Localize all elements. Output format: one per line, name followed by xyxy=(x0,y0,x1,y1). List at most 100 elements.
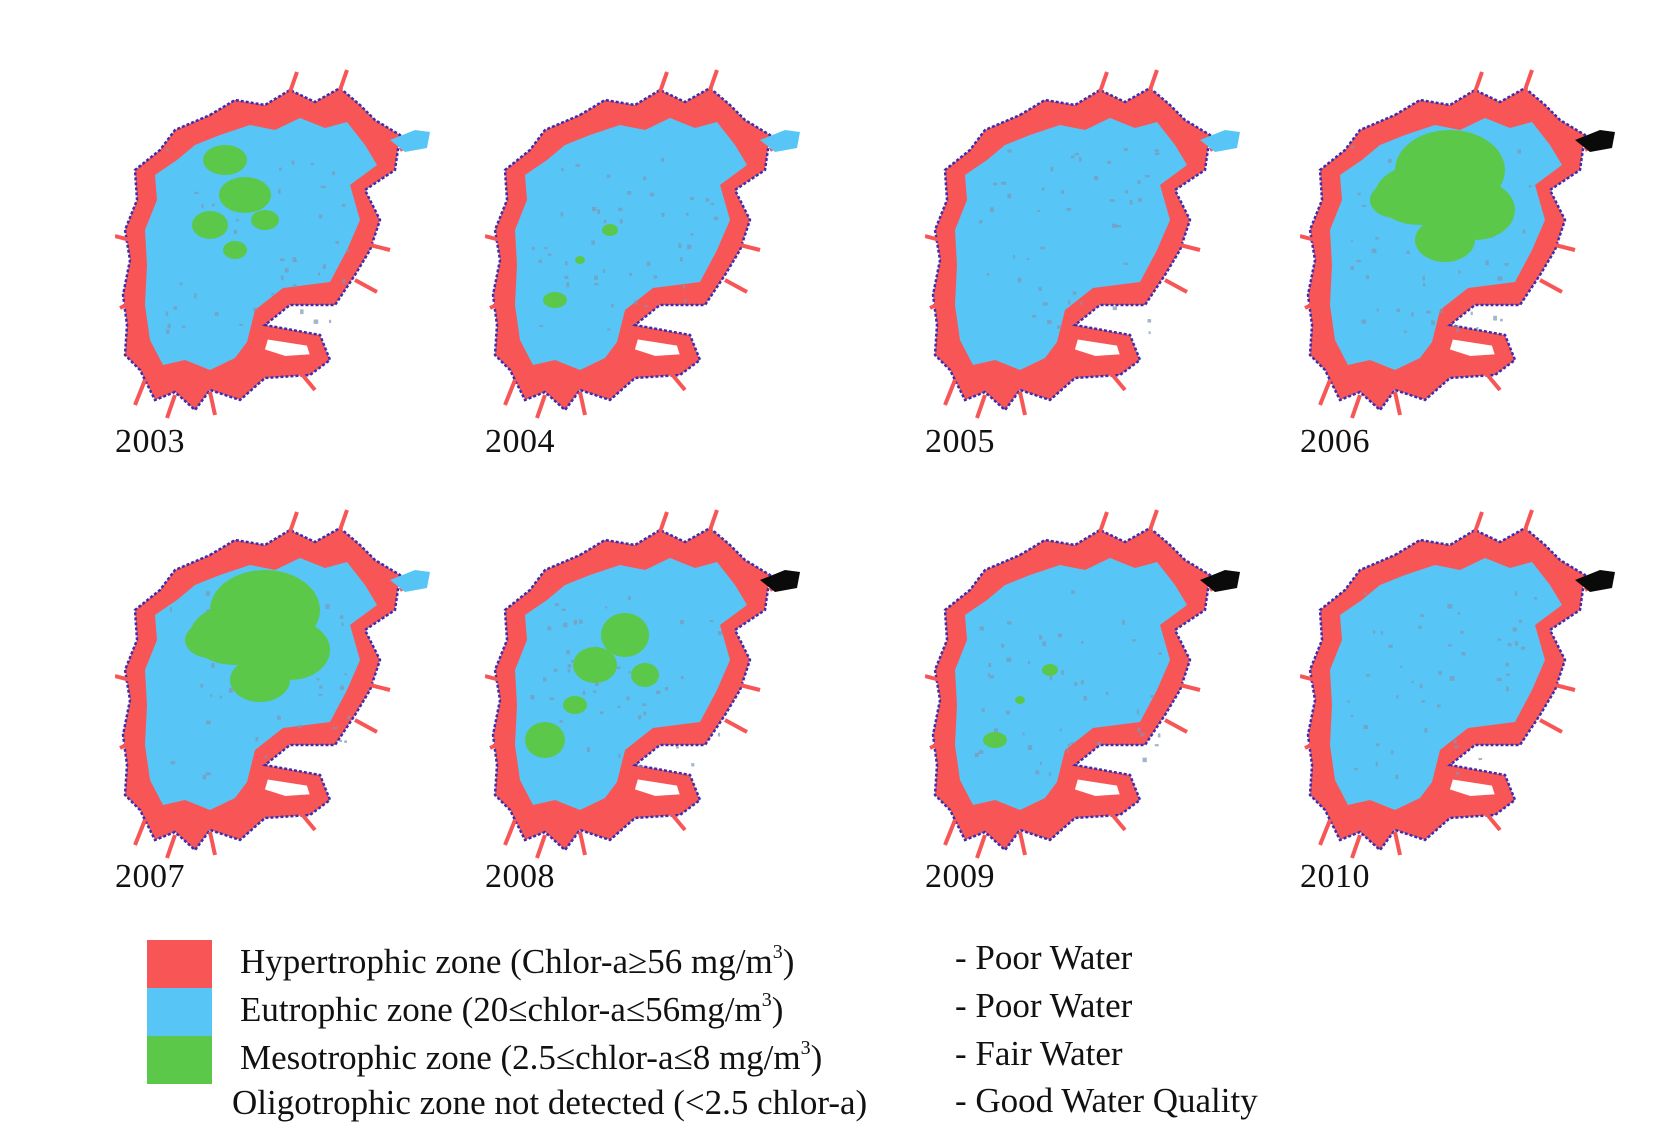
lake-map-svg xyxy=(485,509,800,859)
speckle xyxy=(679,620,684,625)
speckle xyxy=(628,671,631,674)
speckle xyxy=(310,163,315,166)
tributary xyxy=(925,234,941,242)
speckle xyxy=(318,272,321,276)
tributary xyxy=(925,674,941,682)
speckle xyxy=(1057,633,1063,638)
speckle xyxy=(1376,743,1380,747)
speckle xyxy=(233,229,237,235)
tributary xyxy=(929,738,948,750)
tributary xyxy=(1164,278,1188,294)
eutrophic-zone xyxy=(1330,558,1562,810)
tributary xyxy=(354,718,378,734)
speckle xyxy=(200,683,204,688)
speckle xyxy=(166,329,170,334)
tributary xyxy=(1554,683,1576,692)
speckle xyxy=(1436,704,1441,708)
speckle xyxy=(1059,728,1062,732)
speckle xyxy=(561,608,567,611)
speckle xyxy=(705,198,710,202)
speckle xyxy=(678,243,682,249)
speckle xyxy=(1421,700,1425,703)
speckle xyxy=(593,690,597,693)
lake-map-2009 xyxy=(925,500,1245,860)
tributary xyxy=(1523,509,1534,531)
speckle xyxy=(618,207,623,211)
peninsula-bay xyxy=(625,330,691,365)
speckle xyxy=(179,282,183,286)
speckle xyxy=(1150,695,1155,698)
speckle xyxy=(1037,209,1041,212)
speckle xyxy=(1027,660,1031,664)
speckle xyxy=(1012,254,1016,259)
speckle xyxy=(280,275,284,281)
speckle xyxy=(1454,745,1459,749)
mesotrophic-patch xyxy=(1370,182,1420,218)
speckle xyxy=(205,591,210,596)
speckle xyxy=(1047,320,1052,325)
speckle xyxy=(292,257,297,263)
speckle xyxy=(1068,299,1071,305)
mesotrophic-patch xyxy=(223,241,247,259)
speckle xyxy=(1154,744,1159,747)
hypertrophic-swatch xyxy=(147,940,212,988)
peninsula-bay xyxy=(1065,330,1131,365)
speckle xyxy=(599,711,604,714)
speckle xyxy=(626,696,630,701)
speckle xyxy=(710,202,715,206)
speckle xyxy=(1460,630,1464,634)
speckle xyxy=(1406,250,1410,254)
speckle xyxy=(293,284,297,288)
speckle xyxy=(1007,621,1012,625)
lake-map-svg xyxy=(925,69,1240,419)
speckle xyxy=(989,675,994,679)
speckle xyxy=(1109,199,1115,202)
speckle xyxy=(713,216,719,221)
lake-map-svg xyxy=(925,509,1240,859)
speckle xyxy=(1007,193,1012,199)
tributary xyxy=(578,831,587,856)
speckle xyxy=(643,711,647,716)
speckle xyxy=(1105,691,1109,695)
tributary xyxy=(1473,511,1484,533)
speckle xyxy=(559,720,563,723)
speckle xyxy=(1375,237,1379,240)
speckle xyxy=(1404,330,1407,334)
tributary xyxy=(1350,834,1362,859)
speckle xyxy=(684,298,687,303)
speckle xyxy=(332,171,336,175)
speckle xyxy=(978,750,984,754)
speckle xyxy=(1147,319,1152,323)
lake-outlet xyxy=(1575,570,1615,592)
tributary xyxy=(1148,69,1159,91)
lake-outlet xyxy=(1200,130,1240,152)
lake-map-2008 xyxy=(485,500,805,860)
speckle xyxy=(986,273,990,276)
speckle xyxy=(717,732,721,737)
speckle xyxy=(1111,223,1117,228)
lake-map-2006 xyxy=(1300,60,1620,420)
tributary xyxy=(668,810,687,832)
speckle xyxy=(1070,155,1075,159)
speckle xyxy=(1350,265,1355,270)
tributary xyxy=(298,810,317,832)
tributary xyxy=(1304,298,1323,310)
speckle xyxy=(284,268,289,273)
speckle xyxy=(979,626,984,631)
lake-map-2004 xyxy=(485,60,805,420)
speckle xyxy=(653,275,658,279)
peninsula-bay xyxy=(1440,330,1506,365)
lake-map-2003 xyxy=(115,60,435,420)
speckle xyxy=(691,763,695,767)
lake-outlet xyxy=(390,130,430,152)
speckle xyxy=(291,160,295,165)
speckle xyxy=(1507,643,1512,647)
speckle xyxy=(1081,640,1084,644)
speckle xyxy=(531,246,535,251)
tributary xyxy=(1108,810,1127,832)
lake-map-2005 xyxy=(925,60,1245,420)
tributary xyxy=(708,69,719,91)
speckle xyxy=(1080,680,1084,685)
speckle xyxy=(322,264,326,270)
mesotrophic-patch xyxy=(203,145,247,175)
